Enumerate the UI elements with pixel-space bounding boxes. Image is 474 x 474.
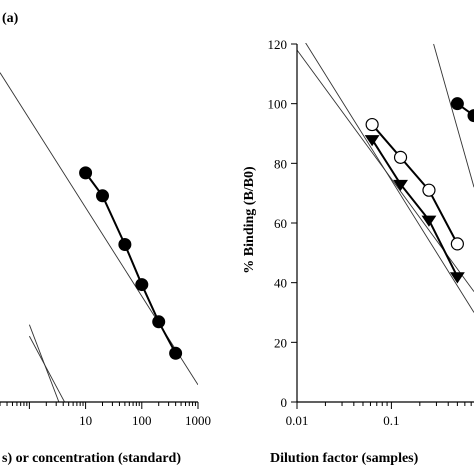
right-y-axis-label: % Binding (B/B0) [242, 166, 257, 274]
right-series-1-line [371, 123, 459, 245]
right-reference-line-2 [433, 43, 474, 188]
right-y-tick-label: 0 [281, 395, 288, 410]
right-series-2-line [371, 138, 459, 278]
right-series-2-point [364, 135, 380, 147]
right-series-1-point [393, 150, 408, 164]
left-x-tick-label: 100 [132, 413, 152, 428]
left-reference-line-2 [28, 324, 60, 402]
left-x-axis-label: s) or concentration (standard) [2, 451, 181, 466]
right-series-0-point [450, 97, 464, 111]
right-series-group [364, 97, 474, 284]
right-y-tick-label: 100 [268, 97, 288, 112]
right-y-tick-label: 120 [268, 37, 288, 52]
left-plot-area: 10 100 1000 [0, 72, 211, 428]
left-series-0-point [118, 237, 132, 251]
left-reference-lines [0, 72, 198, 402]
right-series-2-point [421, 215, 437, 227]
left-series-0-point [135, 278, 149, 292]
right-series-1-point [365, 117, 379, 132]
left-x-tick-label: 10 [79, 413, 92, 428]
left-panel: (a) s) or concentration (standard) 10 100… [0, 11, 211, 466]
right-plot-area: 0.01 0.1 0 20 40 60 80 100 120 [268, 37, 474, 428]
right-series-1-point [422, 183, 436, 197]
panel-label: (a) [2, 11, 19, 26]
left-x-tick-label: 1000 [185, 413, 211, 428]
left-reference-line-1 [28, 335, 66, 402]
right-series-2-point [449, 272, 465, 284]
right-y-tick-label: 20 [274, 335, 287, 350]
right-x-tick-label: 0.1 [383, 413, 399, 428]
right-x-axis-label: Dilution factor (samples) [270, 451, 419, 466]
right-x-tick-label: 0.01 [286, 413, 309, 428]
right-y-tick-label: 60 [274, 216, 287, 231]
right-reference-lines [297, 43, 474, 313]
right-series-2-point [393, 179, 408, 191]
right-series-1-point [450, 237, 464, 251]
right-panel: Dilution factor (samples) % Binding (B/B… [242, 37, 474, 466]
left-series-0-point [96, 189, 110, 203]
left-series-0-point [169, 346, 183, 360]
right-y-tick-label: 80 [274, 156, 287, 171]
left-series-0-point [152, 315, 166, 329]
right-series-0-point [467, 109, 474, 123]
right-y-tick-label: 40 [274, 276, 287, 291]
left-series-0-point [79, 166, 93, 180]
left-series-group [79, 166, 183, 360]
